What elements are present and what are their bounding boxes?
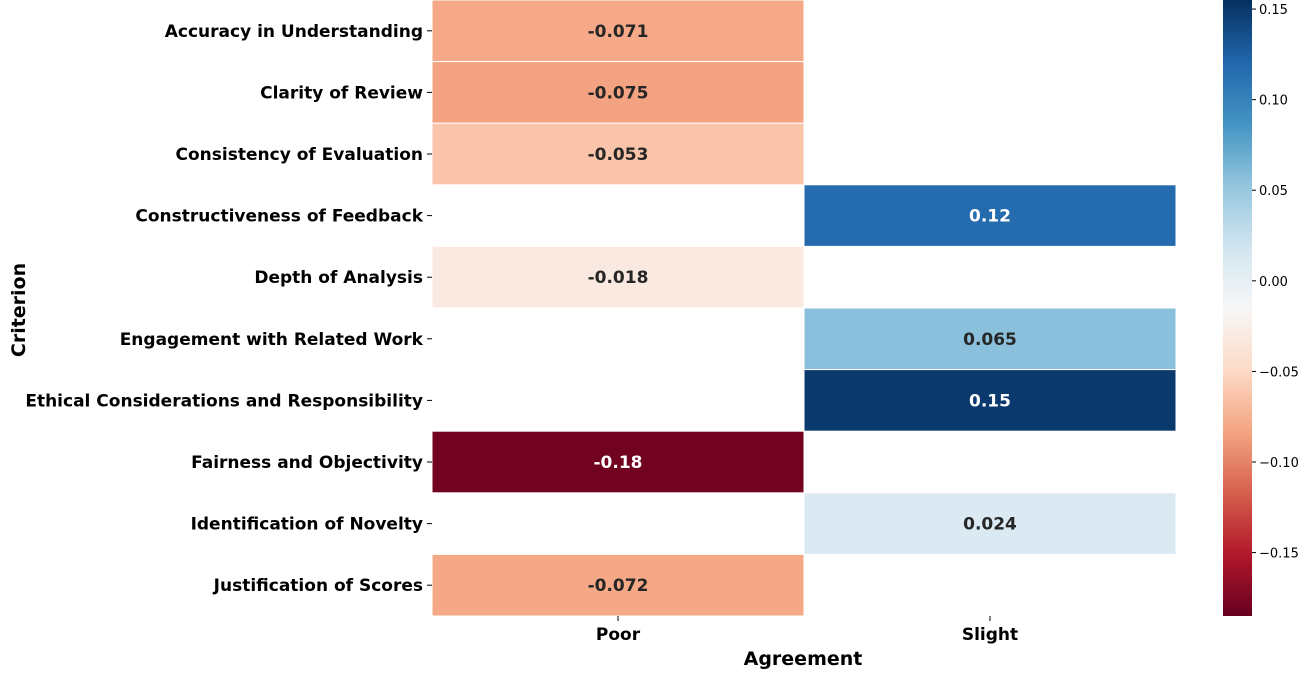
y-tick-label: Identification of Novelty <box>191 515 423 535</box>
cell-value-label: -0.072 <box>588 576 649 596</box>
y-tick-label: Constructiveness of Feedback <box>135 207 423 227</box>
y-tick-label: Justification of Scores <box>213 576 423 596</box>
y-axis-title: Criterion <box>8 263 30 357</box>
x-axis-title: Agreement <box>744 648 863 670</box>
y-tick-label: Consistency of Evaluation <box>176 145 423 165</box>
colorbar-tick-label: −0.05 <box>1259 365 1299 380</box>
y-tick-label: Accuracy in Understanding <box>165 22 423 42</box>
colorbar-tick-label: −0.15 <box>1259 547 1299 562</box>
cell-value-label: 0.024 <box>963 515 1017 535</box>
cell-value-label: -0.018 <box>588 268 649 288</box>
y-tick-labels: Accuracy in Understanding Clarity of Revi… <box>25 22 432 596</box>
colorbar-tick-label: 0.10 <box>1259 94 1288 109</box>
cell-value-label: -0.053 <box>588 145 649 165</box>
colorbar-tick-label: 0.15 <box>1259 3 1288 18</box>
x-tick-labels: Poor Slight <box>596 616 1018 645</box>
heatmap-cell <box>803 492 1177 555</box>
cell-value-label: 0.15 <box>969 391 1011 411</box>
y-tick-label: Depth of Analysis <box>254 268 423 288</box>
cell-value-label: 0.12 <box>969 207 1011 227</box>
y-tick-label: Ethical Considerations and Responsibilit… <box>25 391 423 411</box>
colorbar-gradient <box>1223 0 1252 616</box>
heatmap-cell <box>803 307 1177 371</box>
heatmap-cells: -0.071 -0.075 -0.053 0.12 -0.018 0.065 0.15 -0.… <box>431 0 1177 617</box>
heatmap-cell <box>431 430 805 494</box>
colorbar-tick-label: 0.00 <box>1259 275 1288 290</box>
heatmap-cell <box>431 245 805 309</box>
colorbar-tick-label: 0.05 <box>1259 184 1288 199</box>
y-tick-label: Engagement with Related Work <box>120 330 424 350</box>
heatmap-cell <box>431 553 805 617</box>
heatmap-cell <box>431 61 805 124</box>
colorbar: 0.15 0.10 0.05 0.00 −0.05 −0.10 −0.15 <box>1223 0 1299 616</box>
y-tick-label: Clarity of Review <box>260 83 423 103</box>
heatmap-cell <box>803 184 1177 247</box>
cell-value-label: -0.18 <box>594 453 643 473</box>
cell-value-label: -0.071 <box>588 22 649 42</box>
x-tick-label: Poor <box>596 625 641 645</box>
cell-value-label: 0.065 <box>963 330 1017 350</box>
y-tick-label: Fairness and Objectivity <box>191 453 423 473</box>
x-tick-label: Slight <box>962 625 1018 645</box>
heatmap-cell <box>431 0 805 63</box>
heatmap-cell <box>431 122 805 186</box>
heatmap-cell <box>803 369 1177 432</box>
cell-value-label: -0.075 <box>588 83 649 103</box>
colorbar-tick-label: −0.10 <box>1259 456 1299 471</box>
